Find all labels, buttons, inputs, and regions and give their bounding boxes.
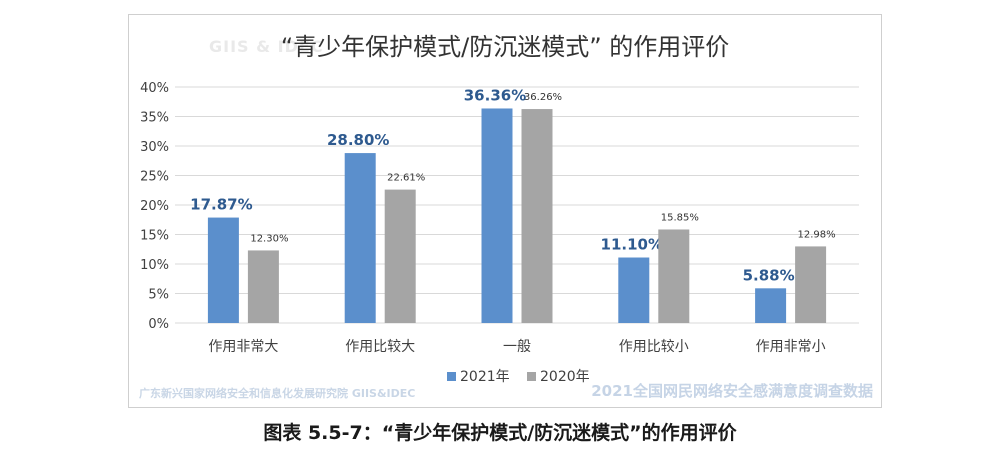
data-label-2020: 12.98%	[798, 229, 836, 240]
bar-2020	[795, 246, 827, 323]
figure-caption: 图表 5.5-7：“青少年保护模式/防沉迷模式”的作用评价	[263, 422, 737, 444]
bar-2020	[384, 189, 416, 323]
y-tick-label: 40%	[140, 81, 169, 96]
data-label-2020: 12.30%	[250, 233, 288, 244]
data-label-2021: 5.88%	[743, 266, 795, 284]
data-label-2021: 17.87%	[190, 196, 252, 214]
legend-label: 2021年	[460, 369, 510, 385]
y-tick-label: 30%	[140, 140, 169, 155]
y-tick-label: 0%	[148, 317, 169, 332]
x-tick-label: 作用非常大	[208, 339, 278, 355]
chart-title: “青少年保护模式/防沉迷模式” 的作用评价	[280, 33, 730, 61]
x-tick-label: 一般	[503, 339, 531, 355]
bar-2021	[481, 108, 513, 323]
x-tick-label: 作用比较大	[345, 339, 415, 355]
data-label-2020: 15.85%	[661, 212, 699, 223]
bar-2020	[658, 229, 690, 323]
chart-frame: GIIS & IDEC “青少年保护模式/防沉迷模式” 的作用评价 0% 5% 10…	[128, 14, 882, 408]
bar-2020	[521, 109, 553, 323]
y-tick-label: 15%	[140, 229, 169, 244]
bar-chart: 0% 5% 10% 15% 20% 25% 30% 35% 40% 17.87% 12.30% 作用非…	[140, 81, 859, 385]
data-label-2021: 36.36%	[464, 86, 526, 104]
y-tick-label: 20%	[140, 199, 169, 214]
y-tick-label: 35%	[140, 111, 169, 126]
data-label-2020: 36.26%	[524, 92, 562, 103]
x-tick-label: 作用比较小	[619, 339, 689, 355]
bar-2021	[344, 153, 376, 323]
data-label-2021: 28.80%	[327, 131, 389, 149]
footer-watermark-left: 广东新兴国家网络安全和信息化发展研究院 GIIS&IDEC	[139, 387, 416, 400]
data-label-2020: 22.61%	[387, 173, 425, 184]
y-tick-label: 5%	[148, 288, 169, 303]
x-tick-label: 作用非常小	[756, 339, 826, 355]
legend-label: 2020年	[540, 369, 590, 385]
legend-swatch-2021	[447, 372, 456, 381]
footer-watermark-right: 2021全国网民网络安全感满意度调查数据	[591, 382, 873, 400]
y-tick-label: 25%	[140, 170, 169, 185]
bar-2021	[755, 288, 787, 323]
watermark-top: GIIS & IDEC	[209, 37, 324, 56]
data-label-2021: 11.10%	[601, 236, 663, 254]
bar-2021	[207, 217, 239, 323]
legend-swatch-2020	[527, 372, 536, 381]
y-tick-label: 10%	[140, 258, 169, 273]
bar-2020	[247, 250, 279, 323]
bar-2021	[618, 257, 650, 323]
